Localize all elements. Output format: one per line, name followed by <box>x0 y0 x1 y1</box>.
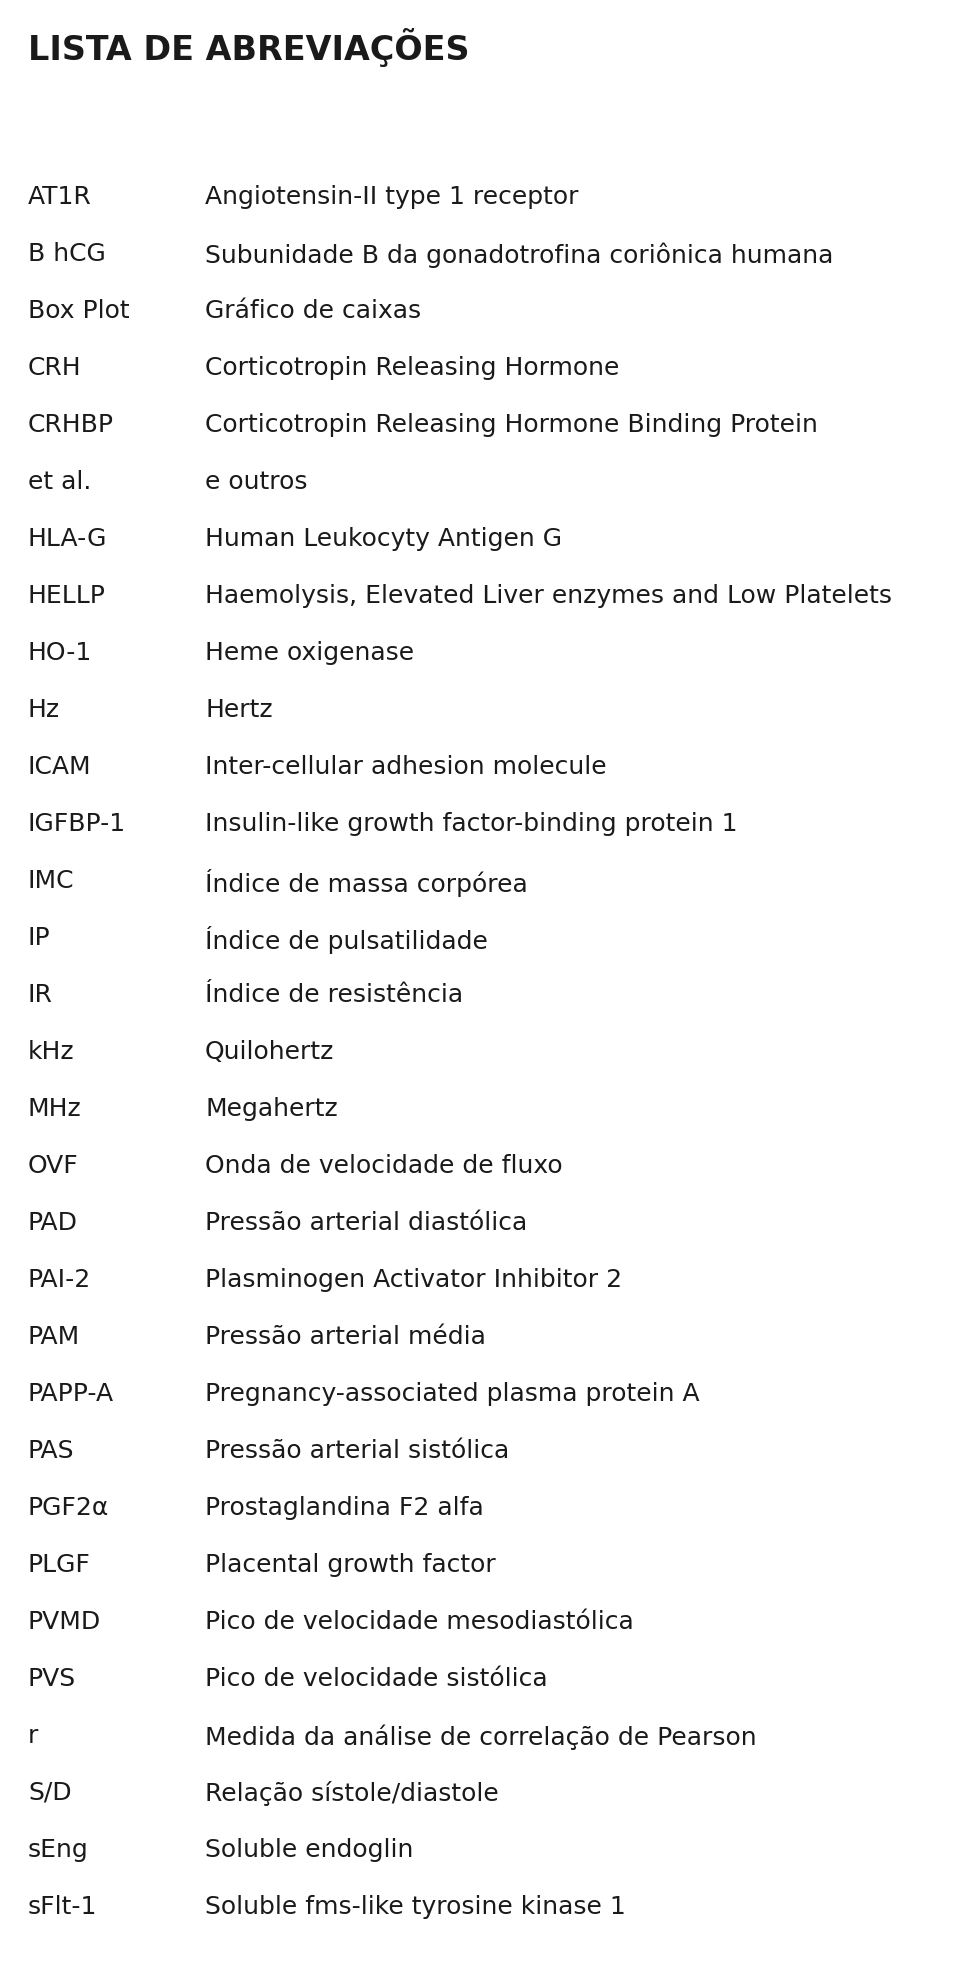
Text: sEng: sEng <box>28 1837 88 1863</box>
Text: PGF2α: PGF2α <box>28 1496 109 1520</box>
Text: Gráfico de caixas: Gráfico de caixas <box>205 299 421 323</box>
Text: Placental growth factor: Placental growth factor <box>205 1554 495 1577</box>
Text: OVF: OVF <box>28 1154 79 1177</box>
Text: Medida da análise de correlação de Pearson: Medida da análise de correlação de Pears… <box>205 1725 756 1750</box>
Text: kHz: kHz <box>28 1040 75 1063</box>
Text: Pico de velocidade mesodiastólica: Pico de velocidade mesodiastólica <box>205 1611 634 1634</box>
Text: Corticotropin Releasing Hormone Binding Protein: Corticotropin Releasing Hormone Binding … <box>205 413 818 437</box>
Text: Onda de velocidade de fluxo: Onda de velocidade de fluxo <box>205 1154 563 1177</box>
Text: Pico de velocidade sistólica: Pico de velocidade sistólica <box>205 1668 547 1691</box>
Text: Pressão arterial diastólica: Pressão arterial diastólica <box>205 1211 527 1235</box>
Text: IR: IR <box>28 983 53 1006</box>
Text: Pressão arterial média: Pressão arterial média <box>205 1325 486 1349</box>
Text: HELLP: HELLP <box>28 585 106 608</box>
Text: S/D: S/D <box>28 1782 72 1806</box>
Text: et al.: et al. <box>28 471 91 494</box>
Text: Heme oxigenase: Heme oxigenase <box>205 642 414 666</box>
Text: Soluble endoglin: Soluble endoglin <box>205 1837 414 1863</box>
Text: PAM: PAM <box>28 1325 81 1349</box>
Text: sFlt-1: sFlt-1 <box>28 1894 97 1920</box>
Text: Pressão arterial sistólica: Pressão arterial sistólica <box>205 1439 509 1463</box>
Text: IMC: IMC <box>28 868 75 894</box>
Text: e outros: e outros <box>205 471 307 494</box>
Text: PAI-2: PAI-2 <box>28 1268 91 1292</box>
Text: Corticotropin Releasing Hormone: Corticotropin Releasing Hormone <box>205 356 619 380</box>
Text: Hertz: Hertz <box>205 697 273 723</box>
Text: Megahertz: Megahertz <box>205 1097 338 1120</box>
Text: MHz: MHz <box>28 1097 82 1120</box>
Text: ICAM: ICAM <box>28 754 91 780</box>
Text: PAS: PAS <box>28 1439 75 1463</box>
Text: Quilohertz: Quilohertz <box>205 1040 334 1063</box>
Text: Angiotensin-II type 1 receptor: Angiotensin-II type 1 receptor <box>205 185 579 209</box>
Text: Índice de pulsatilidade: Índice de pulsatilidade <box>205 925 488 955</box>
Text: Relação sístole/diastole: Relação sístole/diastole <box>205 1782 499 1806</box>
Text: Inter-cellular adhesion molecule: Inter-cellular adhesion molecule <box>205 754 607 780</box>
Text: Subunidade B da gonadotrofina coriônica humana: Subunidade B da gonadotrofina coriônica … <box>205 242 833 268</box>
Text: PAD: PAD <box>28 1211 78 1235</box>
Text: Índice de massa corpórea: Índice de massa corpórea <box>205 868 528 898</box>
Text: Human Leukocyty Antigen G: Human Leukocyty Antigen G <box>205 528 562 551</box>
Text: Pregnancy-associated plasma protein A: Pregnancy-associated plasma protein A <box>205 1382 700 1406</box>
Text: CRH: CRH <box>28 356 82 380</box>
Text: Haemolysis, Elevated Liver enzymes and Low Platelets: Haemolysis, Elevated Liver enzymes and L… <box>205 585 892 608</box>
Text: PAPP-A: PAPP-A <box>28 1382 114 1406</box>
Text: Insulin-like growth factor-binding protein 1: Insulin-like growth factor-binding prote… <box>205 811 737 837</box>
Text: B hCG: B hCG <box>28 242 106 266</box>
Text: CRHBP: CRHBP <box>28 413 114 437</box>
Text: Plasminogen Activator Inhibitor 2: Plasminogen Activator Inhibitor 2 <box>205 1268 622 1292</box>
Text: LISTA DE ABREVIAÇÕES: LISTA DE ABREVIAÇÕES <box>28 28 469 67</box>
Text: IP: IP <box>28 925 51 949</box>
Text: PVS: PVS <box>28 1668 76 1691</box>
Text: Soluble fms-like tyrosine kinase 1: Soluble fms-like tyrosine kinase 1 <box>205 1894 626 1920</box>
Text: Hz: Hz <box>28 697 60 723</box>
Text: Box Plot: Box Plot <box>28 299 130 323</box>
Text: HLA-G: HLA-G <box>28 528 108 551</box>
Text: AT1R: AT1R <box>28 185 92 209</box>
Text: Prostaglandina F2 alfa: Prostaglandina F2 alfa <box>205 1496 484 1520</box>
Text: HO-1: HO-1 <box>28 642 92 666</box>
Text: r: r <box>28 1725 38 1748</box>
Text: IGFBP-1: IGFBP-1 <box>28 811 126 837</box>
Text: Índice de resistência: Índice de resistência <box>205 983 463 1006</box>
Text: PVMD: PVMD <box>28 1611 101 1634</box>
Text: PLGF: PLGF <box>28 1554 91 1577</box>
